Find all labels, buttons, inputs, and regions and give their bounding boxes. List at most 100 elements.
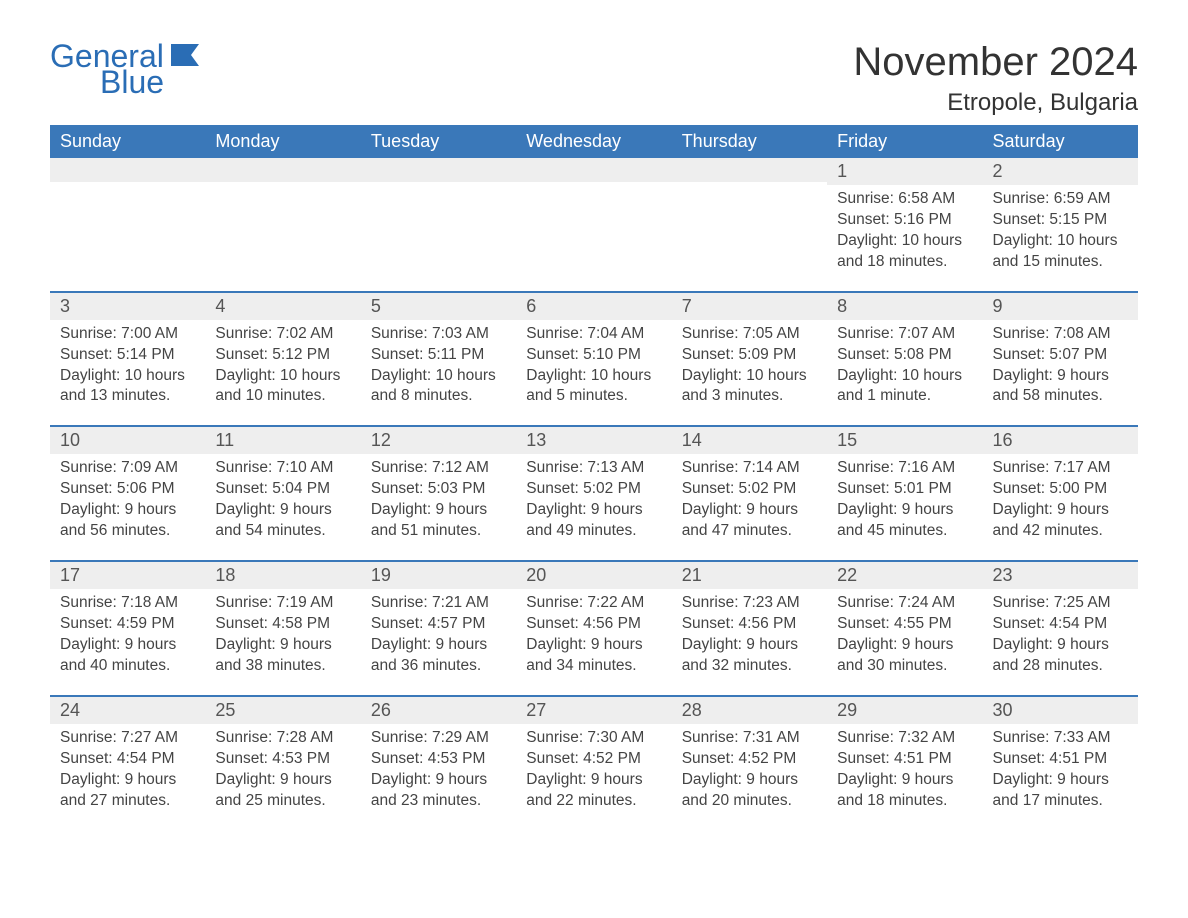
sunrise-line: Sunrise: 7:27 AM: [60, 728, 195, 749]
sunrise-line: Sunrise: 7:04 AM: [526, 324, 661, 345]
day-number: 11: [215, 430, 234, 450]
daylight-line: Daylight: 9 hours and 47 minutes.: [682, 500, 817, 542]
calendar-cell: 29Sunrise: 7:32 AMSunset: 4:51 PMDayligh…: [827, 696, 982, 830]
daylight-line: Daylight: 9 hours and 22 minutes.: [526, 770, 661, 812]
sunrise-line: Sunrise: 7:19 AM: [215, 593, 350, 614]
day-details: Sunrise: 7:19 AMSunset: 4:58 PMDaylight:…: [205, 589, 360, 677]
day-number-row: 7: [672, 293, 827, 320]
daylight-line: Daylight: 10 hours and 15 minutes.: [993, 231, 1128, 273]
day-details: Sunrise: 7:05 AMSunset: 5:09 PMDaylight:…: [672, 320, 827, 408]
day-number-row: 14: [672, 427, 827, 454]
calendar-cell: 3Sunrise: 7:00 AMSunset: 5:14 PMDaylight…: [50, 292, 205, 427]
day-number: 20: [526, 565, 546, 585]
sunset-line: Sunset: 4:59 PM: [60, 614, 195, 635]
day-number-row: 30: [983, 697, 1138, 724]
sunset-line: Sunset: 5:11 PM: [371, 345, 506, 366]
title-block: November 2024 Etropole, Bulgaria: [853, 40, 1138, 117]
sunset-line: Sunset: 4:56 PM: [682, 614, 817, 635]
sunrise-line: Sunrise: 7:16 AM: [837, 458, 972, 479]
day-details: Sunrise: 7:18 AMSunset: 4:59 PMDaylight:…: [50, 589, 205, 677]
day-number-row: 12: [361, 427, 516, 454]
sunrise-line: Sunrise: 7:33 AM: [993, 728, 1128, 749]
calendar-cell: 5Sunrise: 7:03 AMSunset: 5:11 PMDaylight…: [361, 292, 516, 427]
calendar-cell: 23Sunrise: 7:25 AMSunset: 4:54 PMDayligh…: [983, 561, 1138, 696]
weekday-header: Monday: [205, 125, 360, 158]
empty-day-strip: [361, 158, 516, 182]
sunset-line: Sunset: 4:52 PM: [526, 749, 661, 770]
daylight-line: Daylight: 10 hours and 3 minutes.: [682, 366, 817, 408]
day-number-row: 1: [827, 158, 982, 185]
calendar-cell: 28 Sunrise: 7:31 AMSunset: 4:52 PMDayligh…: [672, 696, 827, 830]
sunrise-line: Sunrise: 7:09 AM: [60, 458, 195, 479]
calendar-cell: 10Sunrise: 7:09 AMSunset: 5:06 PMDayligh…: [50, 426, 205, 561]
day-details: Sunrise: 6:58 AMSunset: 5:16 PMDaylight:…: [827, 185, 982, 273]
day-number: 4: [215, 296, 225, 316]
day-number-row: 29: [827, 697, 982, 724]
daylight-line: Daylight: 9 hours and 54 minutes.: [215, 500, 350, 542]
daylight-line: Daylight: 9 hours and 18 minutes.: [837, 770, 972, 812]
daylight-line: Daylight: 9 hours and 32 minutes.: [682, 635, 817, 677]
empty-day-strip: [672, 158, 827, 182]
day-number-row: 13: [516, 427, 671, 454]
day-details: Sunrise: 7:02 AMSunset: 5:12 PMDaylight:…: [205, 320, 360, 408]
day-details: Sunrise: 7:22 AMSunset: 4:56 PMDaylight:…: [516, 589, 671, 677]
day-number: 21: [682, 565, 702, 585]
calendar-cell: 20 Sunrise: 7:22 AMSunset: 4:56 PMDayligh…: [516, 561, 671, 696]
day-number-row: 15: [827, 427, 982, 454]
day-details: Sunrise: 7:04 AMSunset: 5:10 PMDaylight:…: [516, 320, 671, 408]
day-number: 24: [60, 700, 80, 720]
sunset-line: Sunset: 4:51 PM: [837, 749, 972, 770]
sunset-line: Sunset: 5:04 PM: [215, 479, 350, 500]
sunrise-line: Sunrise: 7:18 AM: [60, 593, 195, 614]
day-details: Sunrise: 7:17 AMSunset: 5:00 PMDaylight:…: [983, 454, 1138, 542]
sunrise-line: Sunrise: 7:23 AM: [682, 593, 817, 614]
sunset-line: Sunset: 4:53 PM: [371, 749, 506, 770]
sunrise-line: Sunrise: 7:29 AM: [371, 728, 506, 749]
day-number: 7: [682, 296, 692, 316]
calendar-cell: 18 Sunrise: 7:19 AMSunset: 4:58 PMDayligh…: [205, 561, 360, 696]
daylight-line: Daylight: 9 hours and 20 minutes.: [682, 770, 817, 812]
calendar-table: SundayMondayTuesdayWednesdayThursdayFrid…: [50, 125, 1138, 829]
daylight-line: Daylight: 9 hours and 58 minutes.: [993, 366, 1128, 408]
day-number-row: 24: [50, 697, 205, 724]
day-details: Sunrise: 7:09 AMSunset: 5:06 PMDaylight:…: [50, 454, 205, 542]
weekday-header: Sunday: [50, 125, 205, 158]
day-number-row: 5: [361, 293, 516, 320]
daylight-line: Daylight: 9 hours and 38 minutes.: [215, 635, 350, 677]
sunrise-line: Sunrise: 7:17 AM: [993, 458, 1128, 479]
sunset-line: Sunset: 5:02 PM: [526, 479, 661, 500]
day-details: Sunrise: 7:07 AMSunset: 5:08 PMDaylight:…: [827, 320, 982, 408]
day-details: Sunrise: 7:08 AMSunset: 5:07 PMDaylight:…: [983, 320, 1138, 408]
calendar-cell: 13Sunrise: 7:13 AMSunset: 5:02 PMDayligh…: [516, 426, 671, 561]
day-details: Sunrise: 7:28 AMSunset: 4:53 PMDaylight:…: [205, 724, 360, 812]
calendar-cell: 22Sunrise: 7:24 AMSunset: 4:55 PMDayligh…: [827, 561, 982, 696]
sunrise-line: Sunrise: 6:58 AM: [837, 189, 972, 210]
day-number: 28: [682, 700, 702, 720]
day-number-row: 22: [827, 562, 982, 589]
daylight-line: Daylight: 9 hours and 30 minutes.: [837, 635, 972, 677]
daylight-line: Daylight: 10 hours and 13 minutes.: [60, 366, 195, 408]
month-title: November 2024: [853, 40, 1138, 85]
day-number-row: 18: [205, 562, 360, 589]
day-number: 9: [993, 296, 1003, 316]
daylight-line: Daylight: 9 hours and 27 minutes.: [60, 770, 195, 812]
calendar-cell: 9 Sunrise: 7:08 AMSunset: 5:07 PMDaylight…: [983, 292, 1138, 427]
day-number: 29: [837, 700, 857, 720]
sunrise-line: Sunrise: 7:21 AM: [371, 593, 506, 614]
calendar-cell: 30Sunrise: 7:33 AMSunset: 4:51 PMDayligh…: [983, 696, 1138, 830]
calendar-cell: [205, 158, 360, 292]
day-number-row: 8: [827, 293, 982, 320]
day-number-row: 26: [361, 697, 516, 724]
day-number-row: 28: [672, 697, 827, 724]
calendar-cell: 24Sunrise: 7:27 AMSunset: 4:54 PMDayligh…: [50, 696, 205, 830]
day-number: 27: [526, 700, 546, 720]
day-number: 23: [993, 565, 1013, 585]
sunrise-line: Sunrise: 7:05 AM: [682, 324, 817, 345]
day-number: 14: [682, 430, 702, 450]
daylight-line: Daylight: 10 hours and 18 minutes.: [837, 231, 972, 273]
day-details: Sunrise: 7:21 AMSunset: 4:57 PMDaylight:…: [361, 589, 516, 677]
day-number: 2: [993, 161, 1003, 181]
day-details: Sunrise: 7:31 AMSunset: 4:52 PMDaylight:…: [672, 724, 827, 812]
day-details: Sunrise: 7:23 AMSunset: 4:56 PMDaylight:…: [672, 589, 827, 677]
day-number: 18: [215, 565, 235, 585]
